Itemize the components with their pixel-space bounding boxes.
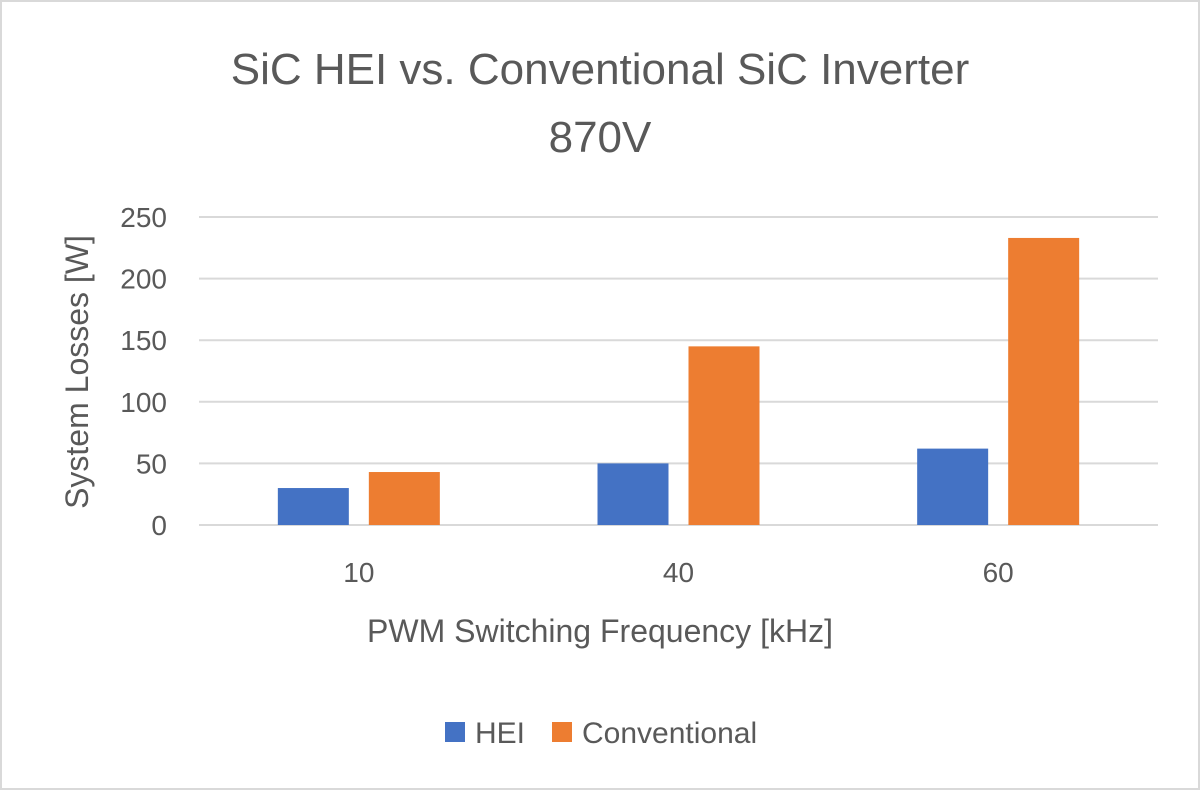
bar-conventional-60 (1008, 237, 1080, 525)
legend-swatch-conventional (552, 722, 572, 742)
chart-title: SiC HEI vs. Conventional SiC Inverter (231, 45, 970, 94)
y-axis-ticks: 0 50 100 150 200 250 (120, 202, 167, 541)
y-tick-label: 50 (136, 448, 167, 479)
bar-hei-40 (597, 463, 669, 525)
x-tick-label: 10 (343, 557, 374, 588)
y-tick-label: 100 (120, 387, 167, 418)
bar-hei-60 (917, 448, 989, 525)
legend-swatch-hei (445, 722, 465, 742)
gridlines (199, 216, 1158, 526)
x-axis-ticks: 10 40 60 (343, 557, 1013, 588)
legend-label-conventional: Conventional (582, 717, 757, 750)
legend-label-hei: HEI (475, 717, 525, 750)
bar-conventional-10 (368, 472, 440, 525)
bar-conventional-40 (688, 346, 760, 525)
bars (277, 237, 1080, 525)
y-tick-label: 250 (120, 202, 167, 233)
legend: HEI Conventional (445, 717, 757, 750)
y-tick-label: 150 (120, 325, 167, 356)
y-tick-label: 200 (120, 264, 167, 295)
y-axis-title: System Losses [W] (59, 235, 95, 509)
chart-subtitle: 870V (549, 113, 652, 162)
x-tick-label: 40 (663, 557, 694, 588)
bar-hei-10 (277, 488, 349, 525)
x-tick-label: 60 (983, 557, 1014, 588)
y-tick-label: 0 (151, 510, 167, 541)
x-axis-title: PWM Switching Frequency [kHz] (367, 613, 833, 649)
